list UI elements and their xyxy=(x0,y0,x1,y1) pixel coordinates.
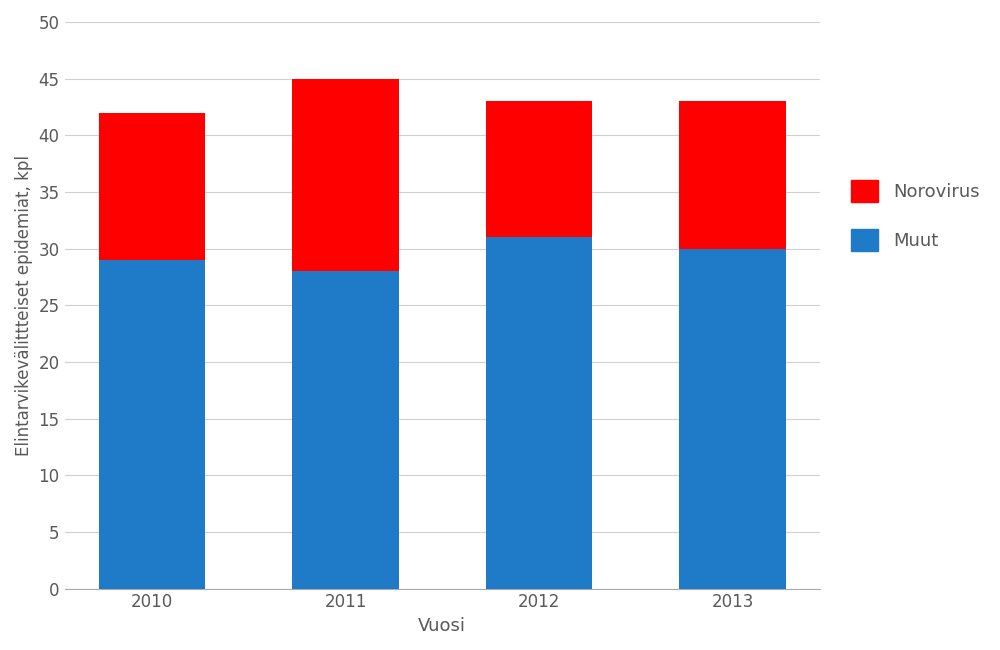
Bar xyxy=(679,249,786,589)
Bar xyxy=(99,260,205,589)
Bar xyxy=(292,271,399,589)
Bar xyxy=(679,101,786,249)
Bar xyxy=(292,79,399,271)
Bar xyxy=(486,237,592,589)
Legend: Norovirus, Muut: Norovirus, Muut xyxy=(844,173,987,258)
X-axis label: Vuosi: Vuosi xyxy=(418,617,466,635)
Bar xyxy=(486,101,592,237)
Bar xyxy=(99,112,205,260)
Y-axis label: Elintarvikevälittteiset epidemiat, kpl: Elintarvikevälittteiset epidemiat, kpl xyxy=(15,155,33,456)
